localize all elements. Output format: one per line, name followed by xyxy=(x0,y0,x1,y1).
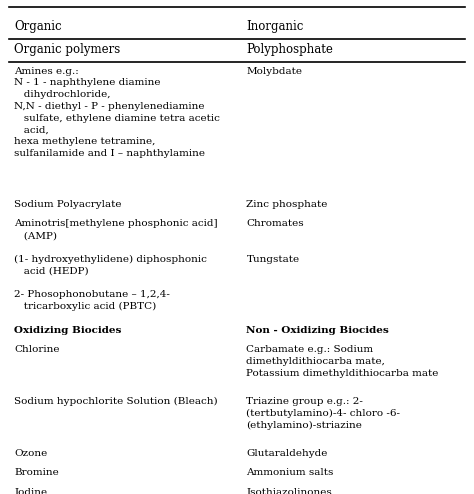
Text: Carbamate e.g.: Sodium
dimethyldithiocarba mate,
Potassium dimethyldithiocarba m: Carbamate e.g.: Sodium dimethyldithiocar… xyxy=(246,345,439,378)
Text: Organic polymers: Organic polymers xyxy=(14,43,120,56)
Text: Triazine group e.g.: 2-
(tertbutylamino)-4- chloro -6-
(ethylamino)-striazine: Triazine group e.g.: 2- (tertbutylamino)… xyxy=(246,397,401,430)
Text: Non - Oxidizing Biocides: Non - Oxidizing Biocides xyxy=(246,326,389,335)
Text: Inorganic: Inorganic xyxy=(246,20,304,33)
Text: Sodium hypochlorite Solution (Bleach): Sodium hypochlorite Solution (Bleach) xyxy=(14,397,218,406)
Text: Glutaraldehyde: Glutaraldehyde xyxy=(246,449,328,458)
Text: Iodine: Iodine xyxy=(14,488,47,494)
Text: Organic: Organic xyxy=(14,20,62,33)
Text: Aminotris[methylene phosphonic acid]
   (AMP): Aminotris[methylene phosphonic acid] (AM… xyxy=(14,219,218,240)
Text: 2- Phosophonobutane – 1,2,4-
   tricarboxylic acid (PBTC): 2- Phosophonobutane – 1,2,4- tricarboxyl… xyxy=(14,290,170,311)
Text: Molybdate: Molybdate xyxy=(246,67,302,76)
Text: Tungstate: Tungstate xyxy=(246,255,300,264)
Text: Ammonium salts: Ammonium salts xyxy=(246,468,334,477)
Text: Bromine: Bromine xyxy=(14,468,59,477)
Text: Chlorine: Chlorine xyxy=(14,345,60,354)
Text: Oxidizing Biocides: Oxidizing Biocides xyxy=(14,326,122,335)
Text: Zinc phosphate: Zinc phosphate xyxy=(246,200,328,209)
Text: Amines e.g.:
N - 1 - naphthylene diamine
   dihydrochloride,
N,N - diethyl - P -: Amines e.g.: N - 1 - naphthylene diamine… xyxy=(14,67,220,158)
Text: Isothiazolinones: Isothiazolinones xyxy=(246,488,332,494)
Text: Ozone: Ozone xyxy=(14,449,47,458)
Text: Sodium Polyacrylate: Sodium Polyacrylate xyxy=(14,200,122,209)
Text: Chromates: Chromates xyxy=(246,219,304,228)
Text: (1- hydroxyethylidene) diphosphonic
   acid (HEDP): (1- hydroxyethylidene) diphosphonic acid… xyxy=(14,255,207,276)
Text: Polyphosphate: Polyphosphate xyxy=(246,43,333,56)
